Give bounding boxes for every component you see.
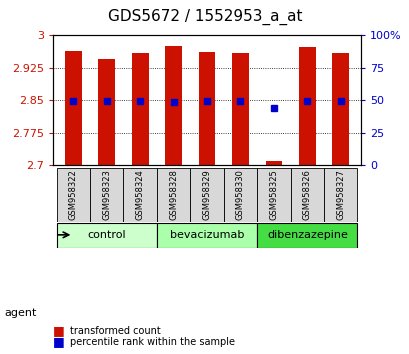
Bar: [98, 59, 115, 165]
Text: GSM958326: GSM958326: [302, 170, 311, 220]
Text: GDS5672 / 1552953_a_at: GDS5672 / 1552953_a_at: [108, 8, 301, 25]
Text: GSM958329: GSM958329: [202, 170, 211, 220]
FancyBboxPatch shape: [123, 168, 157, 222]
FancyBboxPatch shape: [223, 168, 256, 222]
Bar: [65, 51, 81, 165]
FancyBboxPatch shape: [56, 168, 90, 222]
FancyBboxPatch shape: [157, 223, 256, 248]
Bar: [332, 53, 348, 165]
Text: transformed count: transformed count: [70, 326, 160, 336]
Bar: [298, 47, 315, 165]
FancyBboxPatch shape: [157, 168, 190, 222]
Text: GSM958328: GSM958328: [169, 170, 178, 220]
FancyBboxPatch shape: [323, 168, 357, 222]
Bar: [198, 52, 215, 165]
Bar: [265, 161, 281, 165]
Text: GSM958325: GSM958325: [269, 170, 278, 220]
FancyBboxPatch shape: [256, 223, 357, 248]
Text: percentile rank within the sample: percentile rank within the sample: [70, 337, 234, 347]
Text: GSM958327: GSM958327: [335, 170, 344, 220]
FancyBboxPatch shape: [90, 168, 123, 222]
Text: GSM958330: GSM958330: [236, 170, 244, 220]
FancyBboxPatch shape: [190, 168, 223, 222]
Text: GSM958324: GSM958324: [135, 170, 144, 220]
Text: dibenzazepine: dibenzazepine: [266, 230, 347, 240]
Text: GSM958322: GSM958322: [69, 170, 78, 220]
Text: ■: ■: [53, 325, 65, 337]
Text: bevacizumab: bevacizumab: [169, 230, 244, 240]
FancyBboxPatch shape: [290, 168, 323, 222]
FancyBboxPatch shape: [56, 223, 157, 248]
Bar: [132, 53, 148, 165]
Bar: [165, 46, 182, 165]
Text: agent: agent: [4, 308, 36, 318]
Text: GSM958323: GSM958323: [102, 170, 111, 220]
Bar: [231, 53, 248, 165]
Text: control: control: [87, 230, 126, 240]
FancyBboxPatch shape: [256, 168, 290, 222]
Text: ■: ■: [53, 335, 65, 348]
